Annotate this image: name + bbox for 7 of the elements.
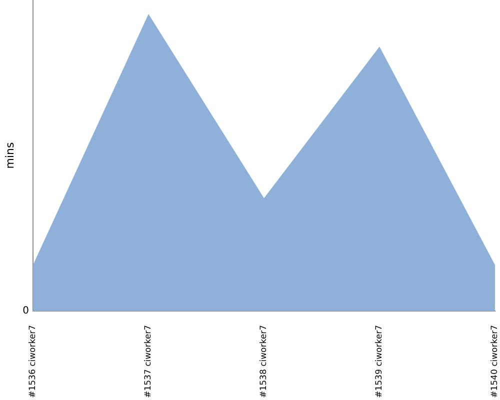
x-tick-label: #1536 ciworker7 bbox=[28, 325, 38, 398]
x-tick-label: #1538 ciworker7 bbox=[259, 325, 270, 398]
x-tick-label: #1540 ciworker7 bbox=[490, 325, 500, 398]
x-tick-label: #1539 ciworker7 bbox=[374, 325, 385, 398]
y-axis-title: mins bbox=[3, 142, 16, 169]
x-tick-label: #1537 ciworker7 bbox=[144, 325, 154, 398]
text: 0 bbox=[22, 306, 29, 317]
